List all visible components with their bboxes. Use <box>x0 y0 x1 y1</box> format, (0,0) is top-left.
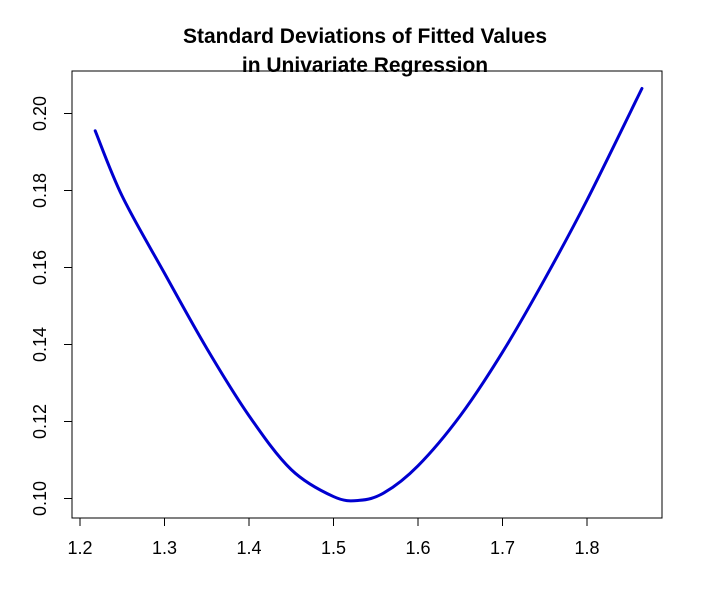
plot-area-box <box>71 70 663 519</box>
x-tick-label: 1.2 <box>67 538 92 558</box>
y-tick-label: 0.12 <box>30 404 50 439</box>
x-tick-label: 1.3 <box>152 538 177 558</box>
x-tick-label: 1.6 <box>405 538 430 558</box>
y-tick-label: 0.18 <box>30 173 50 208</box>
chart-title-line-2: in Univariate Regression <box>242 54 488 77</box>
series-line-0 <box>93 86 644 503</box>
x-tick-label: 1.5 <box>321 538 346 558</box>
x-tick-label: 1.8 <box>574 538 599 558</box>
chart-title-line-1: Standard Deviations of Fitted Values <box>183 25 547 48</box>
y-tick-label: 0.20 <box>30 96 50 131</box>
x-axis: 1.2 1.3 1.4 1.5 1.6 1.7 1.8 <box>67 517 600 558</box>
y-tick-label: 0.10 <box>30 481 50 516</box>
y-tick-label: 0.14 <box>30 327 50 362</box>
x-tick-label: 1.7 <box>490 538 515 558</box>
y-tick-label: 0.16 <box>30 250 50 285</box>
series-layer <box>93 86 644 503</box>
x-tick-label: 1.4 <box>236 538 261 558</box>
y-axis: 0.10 0.12 0.14 0.16 0.18 0.20 <box>30 96 73 516</box>
